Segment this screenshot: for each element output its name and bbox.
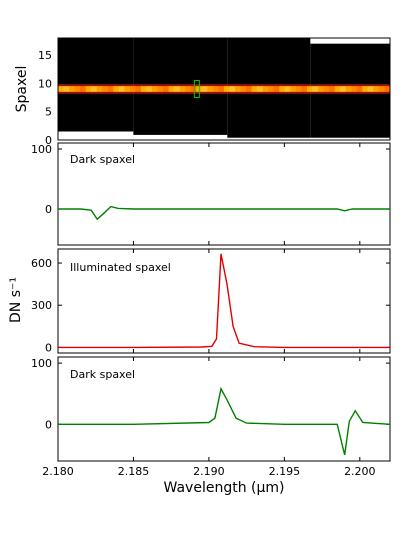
illuminated-pixel — [163, 86, 170, 92]
ytick-label: 0 — [45, 341, 52, 354]
top-dark-spaxel-panel: 0 100 Dark spaxel — [31, 142, 391, 246]
illuminated-pixel — [295, 86, 302, 92]
illuminated-pixel — [345, 86, 352, 92]
illuminated-pixel — [146, 86, 153, 92]
illuminated-pixel — [80, 86, 87, 92]
top-dark-spaxel-line — [58, 205, 390, 221]
illuminated-pixel — [185, 86, 192, 92]
illuminated-pixel — [69, 86, 76, 92]
illuminated-pixel — [257, 86, 264, 92]
illuminated-pixel — [318, 86, 325, 92]
ytick-label: 600 — [31, 257, 52, 270]
illuminated-pixel — [118, 86, 125, 92]
ytick-label: 0 — [45, 418, 52, 431]
illuminated-pixel — [96, 86, 103, 92]
illuminated-pixel — [334, 86, 341, 92]
xtick-label: 2.195 — [269, 465, 301, 478]
top-panel-annotation: Dark spaxel — [70, 153, 135, 166]
middle-panel-annotation: Illuminated spaxel — [70, 261, 171, 274]
illuminated-pixel — [240, 86, 247, 92]
illuminated-pixel — [262, 86, 269, 92]
illuminated-pixel — [340, 86, 347, 92]
xtick-label: 2.185 — [118, 465, 150, 478]
illuminated-pixel — [246, 86, 253, 92]
illuminated-pixel — [218, 86, 225, 92]
illuminated-pixel — [129, 86, 136, 92]
xtick-label: 2.200 — [344, 465, 376, 478]
illuminated-pixel — [63, 86, 70, 92]
image-frame — [57, 37, 391, 141]
illuminated-pixel — [268, 86, 275, 92]
illuminated-pixel — [273, 86, 280, 92]
illuminated-pixel — [362, 86, 369, 92]
middle-panel-frame — [57, 248, 391, 354]
top-panel-frame — [57, 142, 391, 246]
illuminated-pixel — [212, 86, 219, 92]
illuminated-pixel — [367, 86, 374, 92]
illuminated-pixel — [301, 86, 308, 92]
illuminated-pixel — [201, 86, 208, 92]
spaxel-highlight-box — [193, 80, 200, 98]
illuminated-pixel — [229, 86, 236, 92]
row-edge-upper — [58, 84, 390, 87]
row-edge-lower — [58, 91, 390, 94]
ytick-label: 100 — [31, 357, 52, 370]
x-axis-label: Wavelength (μm) — [164, 480, 285, 496]
image-ytick-label: 10 — [38, 77, 52, 90]
image-ytick-label: 5 — [45, 106, 52, 119]
flux-ylabel: DN s⁻¹ — [8, 277, 24, 323]
illuminated-pixel — [284, 86, 291, 92]
illuminated-pixel — [157, 86, 164, 92]
illuminated-pixel — [74, 86, 81, 92]
illuminated-pixel — [235, 86, 242, 92]
illuminated-pixel — [91, 86, 98, 92]
illuminated-pixel — [384, 86, 391, 92]
illuminated-pixel — [351, 86, 358, 92]
image-ytick-label: 15 — [38, 49, 52, 62]
ytick-label: 300 — [31, 299, 52, 312]
illuminated-pixel — [373, 86, 380, 92]
illuminated-pixel — [207, 86, 214, 92]
ytick-label: 100 — [31, 143, 52, 156]
illuminated-pixel — [290, 86, 297, 92]
illuminated-pixel — [135, 86, 142, 92]
illuminated-pixel — [378, 86, 385, 92]
illuminated-pixel — [174, 86, 181, 92]
illuminated-pixel — [224, 86, 231, 92]
illuminated-pixel — [307, 86, 314, 92]
illuminated-pixel — [168, 86, 175, 92]
image-ylabel: Spaxel — [14, 66, 30, 113]
illuminated-pixel — [279, 86, 286, 92]
illuminated-pixel — [107, 86, 114, 92]
bottom-dark-spaxel-line — [58, 386, 391, 456]
illuminated-spaxel-line — [58, 253, 390, 349]
image-ytick-label: 0 — [45, 134, 52, 147]
illuminated-pixel — [190, 86, 197, 92]
illuminated-pixel — [124, 86, 131, 92]
illuminated-pixel — [356, 86, 363, 92]
illuminated-pixel — [152, 86, 159, 92]
illuminated-pixel — [102, 86, 109, 92]
bottom-dark-spaxel-panel: 0 100 Dark spaxel 2.180 2.185 2.190 2.195 2.2… — [31, 143, 391, 496]
illuminated-pixel — [179, 86, 186, 92]
xtick-label: 2.180 — [42, 465, 74, 478]
illuminated-pixel — [329, 86, 336, 92]
illuminated-pixel — [312, 86, 319, 92]
bottom-panel-frame — [57, 356, 391, 462]
illuminated-pixel — [85, 86, 92, 92]
spaxel-image-panel: 0 5 10 15 Spaxel — [14, 37, 391, 147]
illuminated-pixel — [251, 86, 258, 92]
illuminated-pixel — [141, 86, 148, 92]
illuminated-pixel — [113, 86, 120, 92]
illuminated-pixel — [323, 86, 330, 92]
illuminated-pixel — [58, 86, 65, 92]
xtick-label: 2.190 — [193, 465, 225, 478]
bottom-panel-annotation: Dark spaxel — [70, 368, 135, 381]
illuminated-spaxel-panel: 0 300 600 Illuminated spaxel DN s⁻¹ — [8, 248, 391, 354]
ytick-label: 0 — [45, 203, 52, 216]
